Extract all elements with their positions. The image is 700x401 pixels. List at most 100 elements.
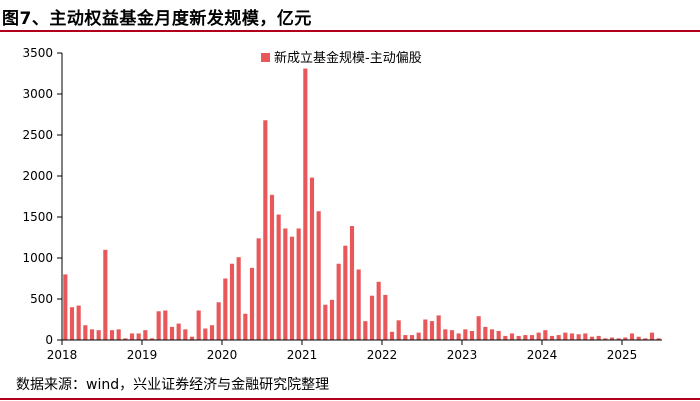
bar	[69, 307, 75, 340]
bar	[629, 333, 635, 340]
bar	[249, 267, 255, 340]
x-tick-label: 2018	[47, 348, 78, 362]
bar	[123, 338, 128, 340]
bar	[363, 321, 368, 340]
y-tick-label: 2000	[22, 169, 53, 183]
bar	[89, 329, 95, 340]
x-tick-label: 2020	[207, 348, 238, 362]
bar	[469, 330, 475, 340]
bar	[623, 337, 628, 340]
bar	[196, 310, 201, 340]
bar	[509, 333, 515, 340]
bar	[163, 310, 168, 340]
bar	[116, 329, 121, 340]
bar	[349, 226, 355, 340]
bar	[83, 325, 88, 340]
bar	[656, 338, 661, 340]
bar-series	[63, 68, 661, 341]
y-tick-label: 0	[45, 333, 53, 347]
x-tick-label: 2025	[607, 348, 638, 362]
x-tick-label: 2021	[287, 348, 318, 362]
bar	[516, 335, 521, 340]
y-tick-label: 3500	[22, 46, 53, 60]
bar	[489, 329, 495, 340]
bar	[383, 294, 388, 340]
bar	[643, 338, 648, 340]
bar	[309, 177, 315, 340]
bar	[589, 336, 595, 340]
bar	[556, 335, 561, 340]
title-divider	[0, 30, 700, 32]
bar	[209, 325, 215, 340]
bar	[603, 338, 608, 340]
bar	[63, 274, 68, 340]
bar	[229, 263, 235, 340]
bar	[396, 320, 401, 340]
bar	[583, 333, 588, 340]
y-axis: 0 500 1000 1500 2000 2500 3000 3500	[22, 46, 63, 347]
bar	[96, 330, 101, 340]
bar	[609, 337, 615, 340]
x-tick-label: 2022	[367, 348, 398, 362]
bar	[76, 305, 81, 340]
bar	[636, 336, 641, 340]
bar	[429, 321, 435, 340]
bar	[449, 330, 455, 340]
bar	[176, 323, 181, 340]
y-tick-label: 1500	[22, 210, 53, 224]
bar	[323, 304, 328, 340]
bar	[243, 313, 248, 340]
bar	[276, 214, 281, 340]
bar	[576, 334, 581, 340]
bar	[296, 228, 301, 340]
bar	[203, 328, 208, 340]
bar	[563, 332, 568, 340]
bar	[356, 269, 361, 340]
bar	[343, 245, 348, 340]
source-note: 数据来源：wind，兴业证券经济与金融研究院整理	[16, 377, 330, 393]
bar	[596, 335, 601, 340]
bar	[336, 263, 341, 340]
x-tick-label: 2019	[127, 348, 158, 362]
bar	[109, 330, 115, 340]
bar	[143, 330, 148, 340]
bar	[129, 333, 135, 340]
bar-chart: 0 500 1000 1500 2000 2500 3000 3500 2018 2019 202…	[22, 46, 662, 362]
bar	[156, 311, 161, 340]
bar	[549, 335, 555, 340]
bar	[316, 211, 321, 340]
bar	[496, 330, 501, 340]
y-tick-label: 3000	[22, 87, 53, 101]
bar	[169, 326, 175, 340]
bar	[456, 333, 461, 340]
bar	[376, 281, 381, 340]
bar	[303, 68, 308, 340]
x-tick-label: 2024	[527, 348, 558, 362]
bar	[483, 326, 488, 340]
legend-swatch	[261, 53, 270, 62]
bar	[263, 120, 268, 341]
bar	[503, 335, 508, 340]
bar	[409, 335, 415, 340]
chart-title: 图7、主动权益基金月度新发规模，亿元	[2, 9, 312, 29]
bar	[536, 332, 541, 340]
legend: 新成立基金规模-主动偏股	[261, 50, 422, 66]
bar	[616, 338, 621, 340]
bar	[523, 335, 528, 340]
bar	[223, 278, 228, 340]
bar	[463, 329, 468, 340]
bar	[149, 338, 155, 340]
legend-label: 新成立基金规模-主动偏股	[274, 50, 422, 66]
bar	[189, 336, 195, 340]
x-tick-label: 2023	[447, 348, 478, 362]
bar	[403, 335, 408, 340]
y-tick-label: 2500	[22, 128, 53, 142]
y-tick-label: 1000	[22, 251, 53, 265]
bar	[649, 332, 655, 340]
bar	[256, 238, 261, 340]
bar	[389, 331, 395, 340]
bar	[423, 319, 428, 340]
bar	[236, 257, 241, 340]
bar	[103, 249, 108, 340]
x-axis: 2018 2019 2020 2021 2022 2023 2024 2025	[47, 339, 662, 362]
